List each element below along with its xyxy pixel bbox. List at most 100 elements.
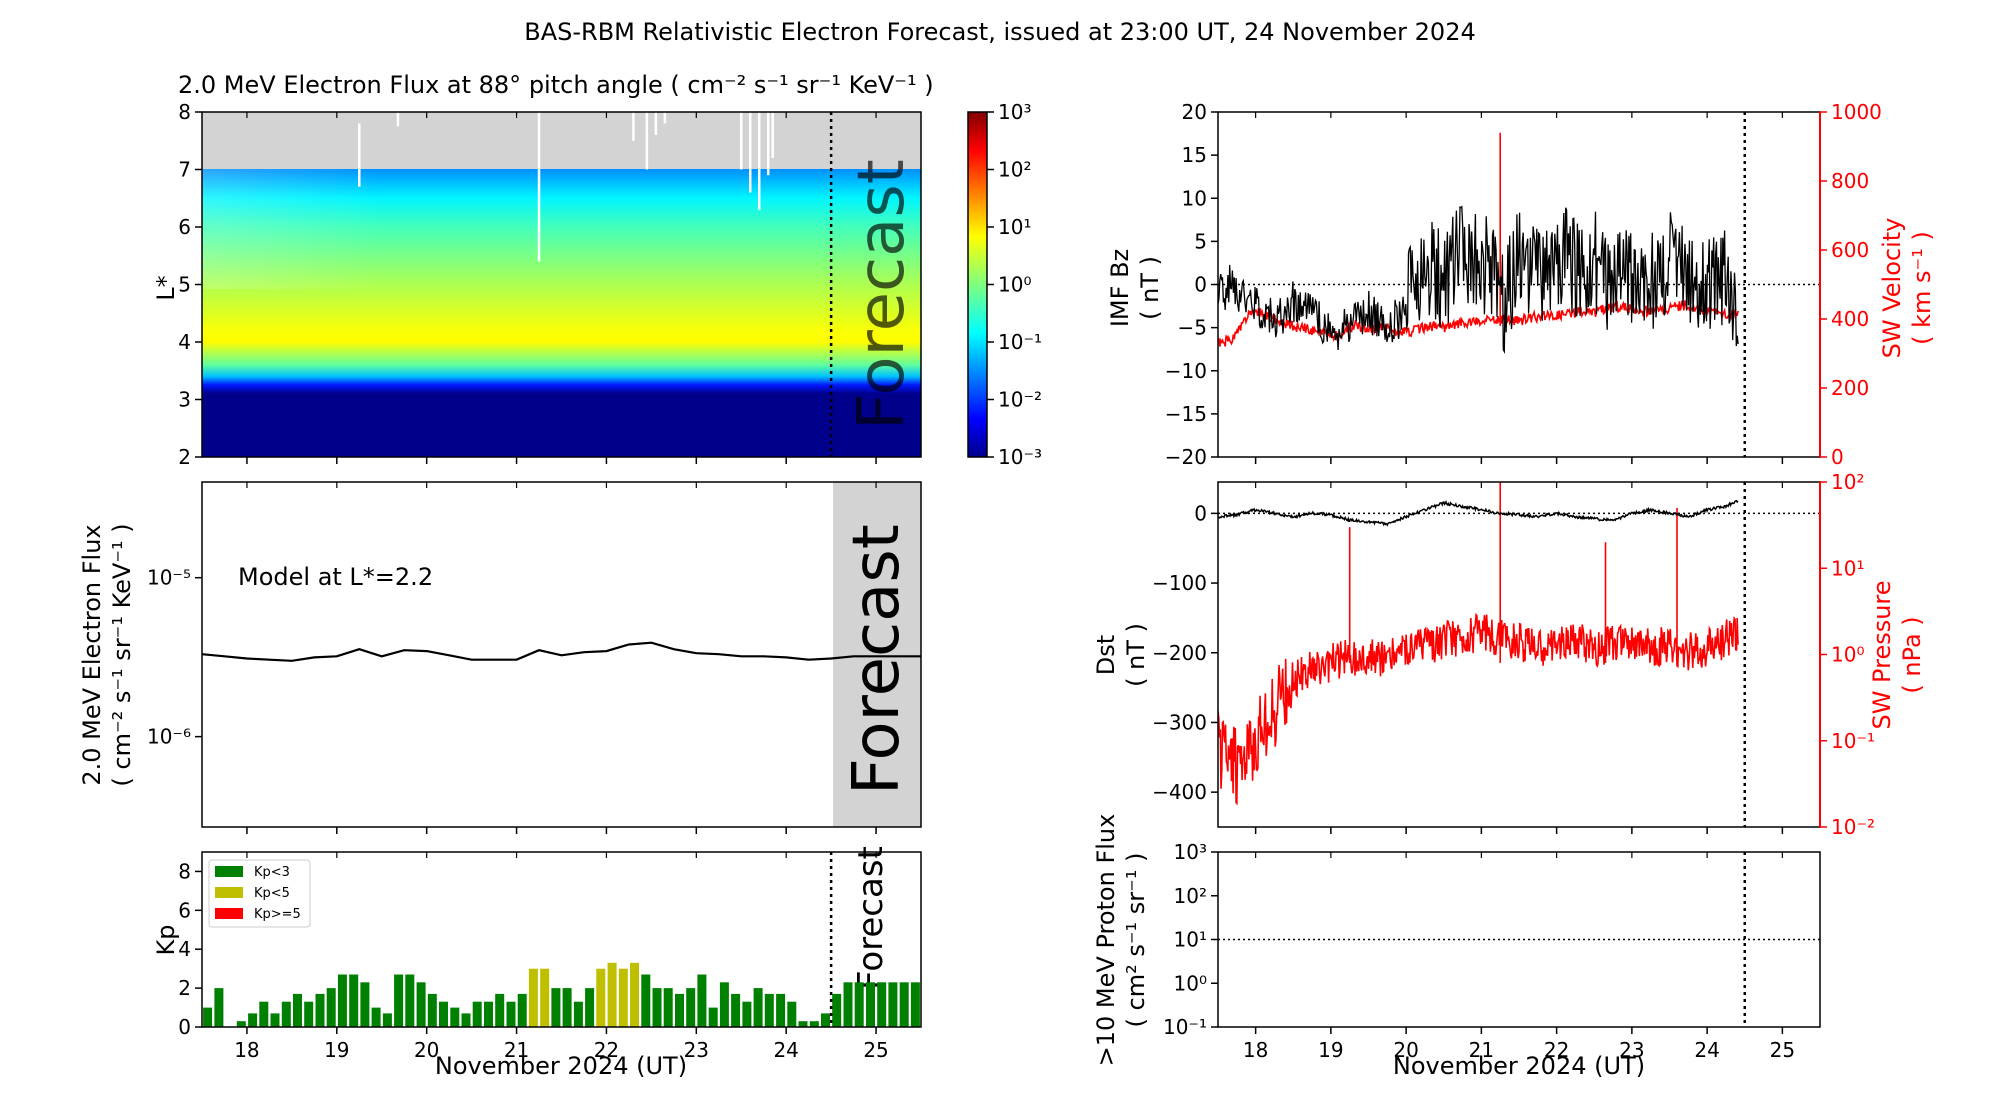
kp-bar [360,982,370,1027]
imf-ylabel: IMF Bz [1106,249,1134,327]
heatmap-ytick-label: 6 [178,215,191,239]
proton-ytick-label: 10³ [1174,840,1207,864]
kp-bar [349,974,359,1027]
colorbar-tick-label: 10⁻² [998,388,1042,412]
imf-ytick-label: 15 [1182,143,1207,167]
velocity-ylabel: SW Velocity [1878,218,1906,359]
line-forecast-region [833,482,921,827]
kp-bar [450,1007,460,1027]
kp-bar [203,1007,213,1027]
proton-ytick-label: 10⁰ [1174,971,1207,995]
kp-xtick-label: 23 [684,1038,709,1062]
proton-ylabel: >10 MeV Proton Flux [1092,814,1120,1067]
line-y-ticks: 10⁻⁵ 10⁻⁶ [147,566,202,749]
proton-xtick-label: 21 [1469,1038,1494,1062]
line-frame [201,481,922,828]
kp-xtick-label: 25 [863,1038,888,1062]
proton-ytick-label: 10¹ [1174,928,1207,952]
kp-bar [506,1001,516,1027]
colorbar-tick-label: 10² [998,158,1031,182]
proton-xtick-label: 23 [1619,1038,1644,1062]
velocity-ytick-label: 200 [1831,376,1869,400]
kp-ytick-label: 4 [178,937,191,961]
dst-ytick-label: −400 [1152,780,1207,804]
imf-ytick-label: −5 [1178,316,1207,340]
kp-bar [742,1001,752,1027]
imf-ytick-label: 5 [1194,229,1207,253]
pressure-ytick-label: 10¹ [1831,556,1864,580]
line-ytick-label: 10⁻⁵ [147,566,191,590]
dst-ytick-label: −300 [1152,710,1207,734]
kp-legend-olive: Kp<5 [254,886,290,901]
kp-bar [540,968,550,1027]
panel-electron-flux-line: Forecast Model at L*=2.2 10⁻⁵ 10⁻⁶ 2.0 Me… [78,481,922,834]
imf-ytick-label: 10 [1182,186,1207,210]
line-x-ticks [246,482,877,834]
kp-xtick-label: 19 [324,1038,349,1062]
kp-bar [910,982,920,1027]
dst-ytick-label: −100 [1152,571,1207,595]
velocity-ytick-label: 1000 [1831,100,1882,124]
kp-bar [607,962,617,1027]
imf-bz-line [1218,205,1739,354]
kp-bar [472,1001,482,1027]
velocity-y-ticks: 0 200 400 600 800 1000 [1820,100,1882,469]
kp-bar [495,993,505,1027]
proton-xtick-label: 18 [1243,1038,1268,1062]
proton-ytick-label: 10⁻¹ [1163,1015,1207,1039]
pressure-ytick-label: 10² [1831,470,1864,494]
kp-bar [416,982,426,1027]
kp-bar [618,968,628,1027]
kp-bars [203,962,920,1027]
velocity-ytick-label: 0 [1831,445,1844,469]
velocity-ytick-label: 400 [1831,307,1869,331]
kp-bar [787,1001,797,1027]
colorbar-gradient [967,111,988,458]
kp-legend: Kp<3 Kp<5 Kp>=5 [208,859,311,928]
kp-frame [201,851,922,1028]
colorbar-ticks: 10⁻³ 10⁻² 10⁻¹ 10⁰ 10¹ 10² 10³ [987,100,1042,469]
kp-bar [281,1001,291,1027]
pressure-ylabel-units: ( nPa ) [1898,616,1926,693]
kp-bar [439,1001,448,1027]
imf-ytick-label: 0 [1194,273,1207,297]
dst-ylabel: Dst [1092,635,1120,675]
proton-ytick-label: 10² [1174,884,1207,908]
line-ytick-label: 10⁻⁶ [147,725,191,749]
kp-legend-swatch-olive [215,887,243,898]
kp-ytick-label: 0 [178,1015,191,1039]
kp-xtick-label: 22 [594,1038,619,1062]
kp-bar [888,982,898,1027]
kp-forecast-watermark: Forecast [851,846,891,990]
dst-y-ticks: −400 −300 −200 −100 0 [1152,501,1218,804]
pressure-y-ticks: 10⁻² 10⁻¹ 10⁰ 10¹ 10² [1820,470,1875,839]
proton-y-ticks: 10⁻¹ 10⁰ 10¹ 10² 10³ [1163,840,1218,1039]
model-flux-line [201,641,921,662]
heatmap-ytick-label: 4 [178,330,191,354]
proton-xtick-label: 20 [1393,1038,1418,1062]
kp-bar [663,988,673,1027]
kp-ytick-label: 6 [178,898,191,922]
kp-bar [686,988,696,1027]
kp-bar [798,1021,808,1027]
heatmap-y-ticks: 2 3 4 5 6 7 8 [178,100,202,469]
kp-bar [517,993,527,1027]
kp-bar [854,982,864,1027]
kp-bar [551,988,561,1027]
kp-ytick-label: 8 [178,859,191,883]
proton-x-ticks: 18 19 20 21 22 23 24 25 [1243,852,1795,1062]
colorbar: 10⁻³ 10⁻² 10⁻¹ 10⁰ 10¹ 10² 10³ [967,100,1042,469]
kp-y-ticks: 0 2 4 6 8 [178,859,202,1039]
heatmap-ytick-label: 2 [178,445,191,469]
proton-xtick-label: 25 [1770,1038,1795,1062]
proton-xlabel: November 2024 (UT) [1393,1052,1645,1080]
heatmap-ytick-label: 8 [178,100,191,124]
kp-bar [708,1007,718,1027]
kp-ylabel: Kp [152,925,180,956]
pressure-ytick-label: 10⁻¹ [1831,729,1875,753]
kp-bar [697,974,707,1027]
imf-x-ticks [1254,112,1784,464]
kp-bar [270,1013,280,1027]
